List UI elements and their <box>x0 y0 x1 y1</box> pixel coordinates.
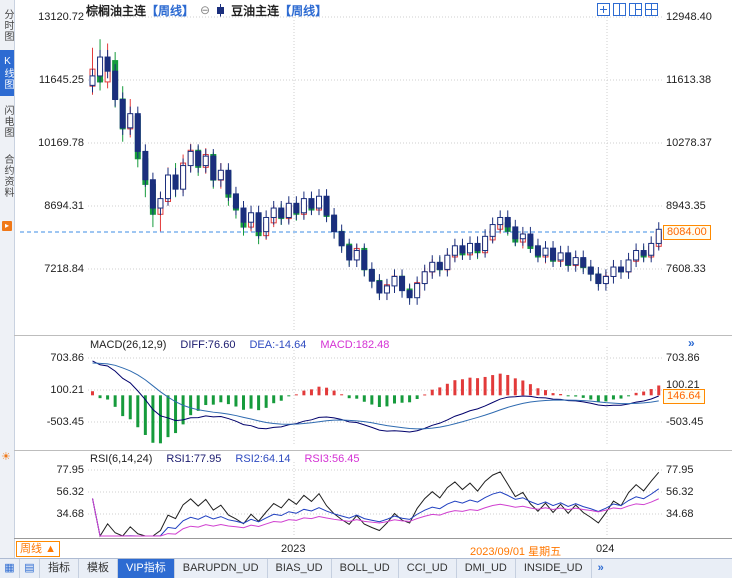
rsi1-value: RSI1:77.95 <box>166 453 222 465</box>
macd-legend: MACD(26,12,9) DIFF:76.60 DEA:-14.64 MACD… <box>90 339 389 351</box>
axis-label: -503.45 <box>46 416 84 428</box>
panel-separator <box>14 335 732 336</box>
overlay-contract-period: 【周线】 <box>279 3 328 18</box>
list-icon[interactable]: ▤ <box>20 559 40 578</box>
indicator-settings-icon[interactable]: ☀ <box>1 451 11 463</box>
main-contract-title: 棕榈油主连【周线】 <box>86 2 194 19</box>
period-badge-arrow: ▲ <box>45 543 56 555</box>
overlay-contract-title: 豆油主连【周线】 <box>231 2 327 19</box>
main-contract-period: 【周线】 <box>146 3 195 18</box>
sidebar-item-time-chart[interactable]: 分时图 <box>2 8 13 42</box>
soy-candle-series <box>89 49 662 305</box>
axis-label: 11613.38 <box>666 74 712 86</box>
toolbar-more-icon[interactable]: » <box>597 562 604 574</box>
axis-label: 12948.40 <box>666 11 712 23</box>
axis-label: 703.86 <box>666 352 700 364</box>
axis-label: 56.32 <box>56 486 84 498</box>
macd-collapse-icon[interactable]: » <box>688 336 695 350</box>
layout-icon-group <box>597 3 658 16</box>
year-label-right: 024 <box>596 543 615 555</box>
chart-grid-icon[interactable]: ▦ <box>0 559 20 578</box>
bottom-tab-7[interactable]: DMI_UD <box>457 559 516 578</box>
axis-label: 7218.84 <box>44 263 84 275</box>
macd-value-tag: 146.64 <box>663 389 705 404</box>
panel-separator <box>14 450 732 451</box>
bottom-tab-6[interactable]: CCI_UD <box>399 559 457 578</box>
overlay-candle-icon <box>216 3 225 17</box>
layout-single-icon[interactable] <box>597 3 610 16</box>
bottom-tab-2[interactable]: VIP指标 <box>118 559 175 578</box>
bottom-tab-4[interactable]: BIAS_UD <box>268 559 332 578</box>
rsi2-line <box>92 488 660 537</box>
bottom-tab-0[interactable]: 指标 <box>40 559 79 578</box>
macd-legend-name: MACD(26,12,9) <box>90 339 167 351</box>
axis-label: 703.86 <box>50 352 84 364</box>
macd-histogram <box>91 373 661 444</box>
axis-label: 34.68 <box>56 508 84 520</box>
macd-dea-line <box>92 362 659 430</box>
expand-strip-icon[interactable]: ▸ <box>2 221 12 231</box>
macd-diff-value: DIFF:76.60 <box>180 339 236 351</box>
rsi-legend-name: RSI(6,14,24) <box>90 453 153 465</box>
axis-label: 10169.78 <box>38 137 84 149</box>
sidebar-item-contract-info[interactable]: 合约资料 <box>2 154 13 198</box>
period-badge-label: 周线 <box>20 543 42 555</box>
bottom-tab-8[interactable]: INSIDE_UD <box>516 559 592 578</box>
bottom-toolbar: ▦ ▤ 指标 模板 VIP指标 BARUPDN_UD BIAS_UD BOLL_UD CCI… <box>0 558 732 578</box>
left-tab-strip: 分时图 K线图 闪电图 合约资料 ▸ ☀ <box>0 0 15 558</box>
sidebar-item-kline-chart[interactable]: K线图 <box>0 50 14 96</box>
bottom-tab-3[interactable]: BARUPDN_UD <box>175 559 268 578</box>
axis-label: 11645.25 <box>38 74 84 86</box>
remove-overlay-icon[interactable]: ⊖ <box>200 3 211 17</box>
period-badge[interactable]: 周线 ▲ <box>16 541 60 557</box>
macd-dea-value: DEA:-14.64 <box>249 339 307 351</box>
axis-label: 100.21 <box>666 379 700 391</box>
axis-label: 56.32 <box>666 486 694 498</box>
macd-diff-line <box>92 360 659 433</box>
overlay-contract-name: 豆油主连 <box>231 3 280 18</box>
layout-split-2-icon[interactable] <box>613 3 626 16</box>
layout-split-3-icon[interactable] <box>629 3 642 16</box>
rsi2-value: RSI2:64.14 <box>235 453 291 465</box>
axis-label: -503.45 <box>666 416 704 428</box>
axis-label: 10278.37 <box>666 137 712 149</box>
axis-label: 7608.33 <box>666 263 706 275</box>
axis-label: 13120.72 <box>38 11 84 23</box>
rsi-legend: RSI(6,14,24) RSI1:77.95 RSI2:64.14 RSI3:… <box>90 453 360 465</box>
bottom-tab-group: 指标 模板 VIP指标 BARUPDN_UD BIAS_UD BOLL_UD CCI_UD D… <box>40 559 592 578</box>
axis-label: 8694.31 <box>44 200 84 212</box>
macd-macd-value: MACD:182.48 <box>320 339 390 351</box>
axis-label: 34.68 <box>666 508 694 520</box>
axis-label: 77.95 <box>56 464 84 476</box>
highlight-date-label: 2023/09/01 星期五 <box>470 546 562 558</box>
axis-label: 100.21 <box>50 384 84 396</box>
chart-header: 棕榈油主连【周线】 ⊖ 豆油主连【周线】 <box>86 2 327 18</box>
time-axis-line <box>14 538 732 539</box>
bottom-tab-5[interactable]: BOLL_UD <box>332 559 399 578</box>
bottom-tab-1[interactable]: 模板 <box>79 559 118 578</box>
sidebar-item-flash-chart[interactable]: 闪电图 <box>2 104 13 138</box>
rsi3-line <box>92 498 659 537</box>
rsi3-value: RSI3:56.45 <box>304 453 360 465</box>
last-price-tag: 8084.00 <box>663 225 711 240</box>
axis-label: 77.95 <box>666 464 694 476</box>
layout-grid-4-icon[interactable] <box>645 3 658 16</box>
axis-label: 8943.35 <box>666 200 706 212</box>
year-label-left: 2023 <box>281 543 306 555</box>
main-contract-name: 棕榈油主连 <box>86 3 147 18</box>
